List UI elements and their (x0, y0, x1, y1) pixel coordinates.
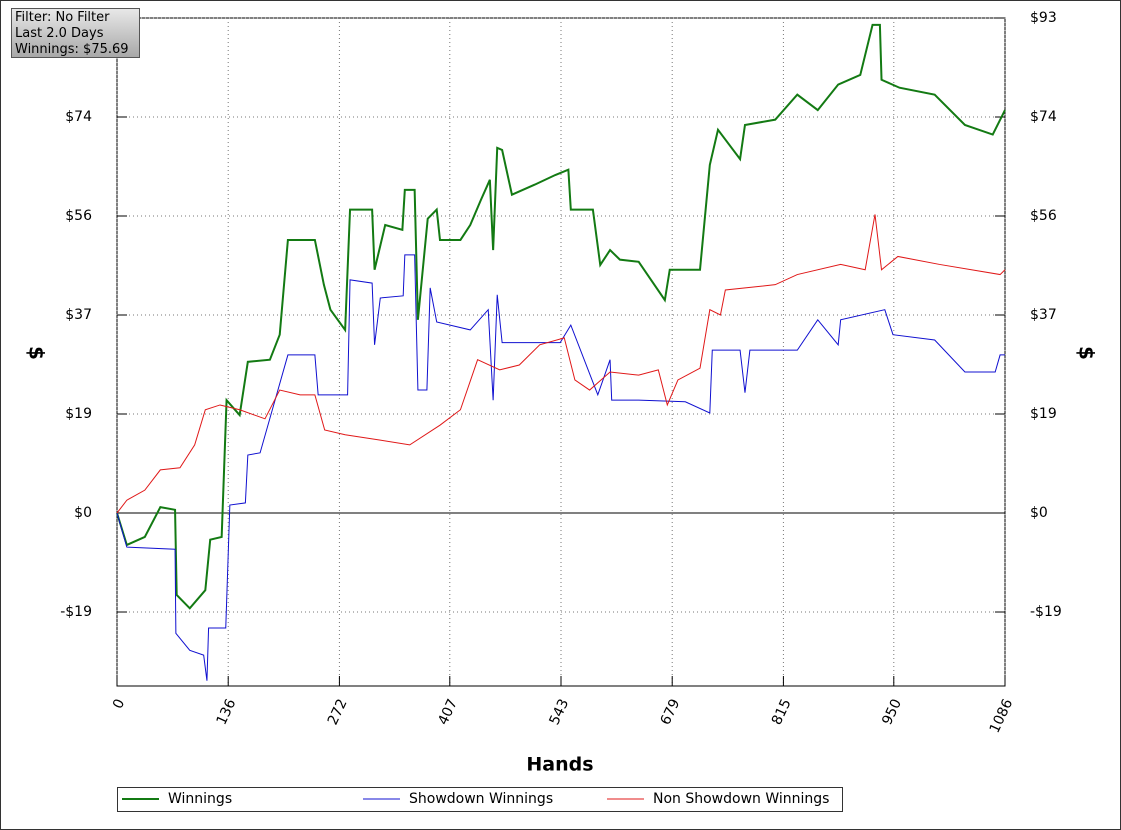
y-tick-label: $0 (74, 505, 92, 521)
series-line (116, 214, 1006, 514)
x-tick-label: 679 (658, 697, 684, 728)
y-axis-label: $ (25, 346, 49, 360)
y2-tick-label: $74 (1030, 109, 1057, 125)
y-tick-label: $56 (65, 208, 92, 224)
info-line: Filter: No Filter (15, 10, 110, 25)
x-tick-label: 950 (879, 697, 905, 728)
y2-tick-label: $19 (1030, 406, 1057, 422)
legend-label: Non Showdown Winnings (653, 791, 829, 807)
y2-tick-label: -$19 (1030, 604, 1062, 620)
legend-label: Winnings (168, 791, 232, 807)
y-tick-label: $19 (65, 406, 92, 422)
info-line: Last 2.0 Days (15, 26, 104, 41)
x-tick-label: 136 (214, 697, 240, 728)
x-tick-label: 543 (546, 697, 572, 728)
series-line (116, 23, 1006, 610)
y-tick-label: $37 (65, 307, 92, 323)
x-tick-label: 815 (769, 697, 795, 728)
x-tick-label: 1086 (987, 697, 1017, 736)
y2-tick-label: $0 (1030, 505, 1048, 521)
info-line: Winnings: $75.69 (15, 42, 129, 57)
y-tick-label: -$19 (60, 604, 92, 620)
x-tick-label: 407 (435, 697, 461, 728)
series-line (116, 254, 1005, 681)
x-tick-label: 272 (325, 697, 351, 728)
y-tick-label: $74 (65, 109, 92, 125)
y2-tick-label: $37 (1030, 307, 1057, 323)
info-box: Filter: No Filter Last 2.0 Days Winnings… (11, 8, 140, 58)
y2-axis-label: $ (1075, 346, 1099, 360)
x-tick-label: 0 (110, 697, 128, 712)
legend-label: Showdown Winnings (409, 791, 553, 807)
y2-tick-label: $93 (1030, 10, 1057, 26)
y2-tick-label: $56 (1030, 208, 1057, 224)
x-axis-label: Hands (526, 754, 593, 776)
legend (117, 787, 843, 812)
